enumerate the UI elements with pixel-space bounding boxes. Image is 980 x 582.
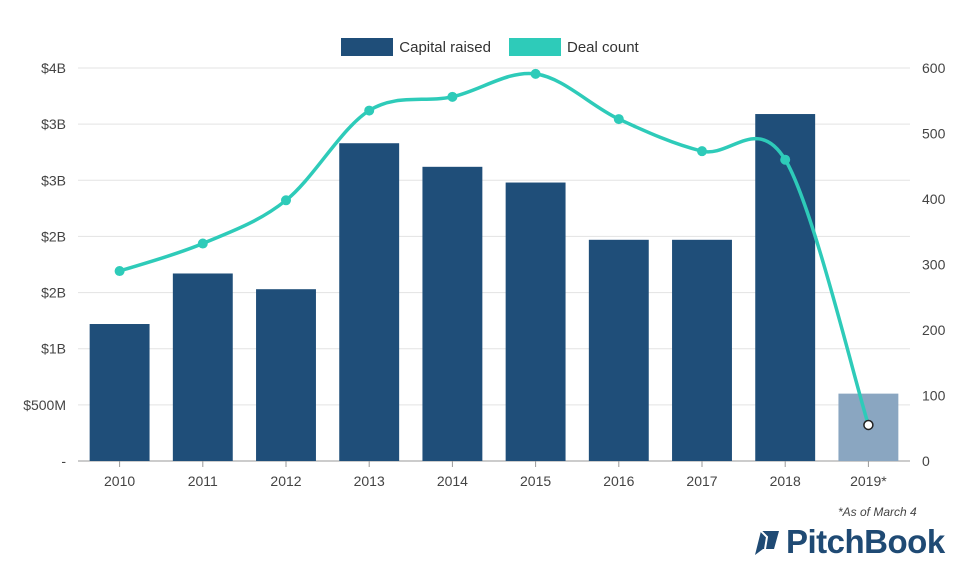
x-tick-label: 2010 xyxy=(104,473,135,489)
x-tick-label: 2012 xyxy=(270,473,301,489)
y-tick-left: $3B xyxy=(41,172,66,188)
pitchbook-logo: PitchBook xyxy=(752,520,945,564)
y-tick-right: 400 xyxy=(922,191,946,207)
y-tick-left: $500M xyxy=(23,397,66,413)
legend: Capital raised Deal count xyxy=(0,38,980,56)
y-tick-left: $2B xyxy=(41,285,66,301)
y-tick-left: $1B xyxy=(41,341,66,357)
footnote: *As of March 4 xyxy=(838,505,917,519)
x-tick-label: 2017 xyxy=(686,473,717,489)
legend-label-capital-raised: Capital raised xyxy=(399,38,491,56)
x-tick-label: 2019* xyxy=(850,473,887,489)
bar-capital-raised xyxy=(505,182,566,461)
point-deal-count xyxy=(613,114,624,125)
legend-swatch-capital-raised xyxy=(341,38,394,56)
x-tick-label: 2018 xyxy=(770,473,801,489)
y-tick-right: 300 xyxy=(922,257,946,273)
legend-item-deal-count[interactable]: Deal count xyxy=(509,38,639,56)
x-tick-label: 2016 xyxy=(603,473,634,489)
point-deal-count xyxy=(197,238,208,249)
point-deal-count xyxy=(697,146,707,157)
bar-capital-raised xyxy=(256,289,316,461)
bar-capital-raised xyxy=(172,273,233,461)
legend-swatch-deal-count xyxy=(509,38,561,56)
y-tick-left: $2B xyxy=(41,228,66,244)
y-tick-left: $3B xyxy=(41,116,66,132)
bar-capital-raised xyxy=(755,114,816,461)
y-tick-right: 100 xyxy=(922,388,946,404)
point-deal-count xyxy=(364,105,375,116)
bar-capital-raised xyxy=(89,324,150,461)
point-deal-count xyxy=(114,266,125,277)
bar-capital-raised xyxy=(588,239,649,461)
legend-item-capital-raised[interactable]: Capital raised xyxy=(341,38,491,56)
y-tick-right: 200 xyxy=(922,322,946,338)
point-deal-count xyxy=(447,91,458,102)
x-tick-label: 2013 xyxy=(354,473,385,489)
pitchbook-logo-icon xyxy=(755,530,779,555)
point-deal-count xyxy=(863,419,874,431)
bar-capital-raised xyxy=(672,239,732,461)
y-tick-left: $4B xyxy=(41,60,66,76)
x-tick-label: 2014 xyxy=(437,473,468,489)
y-tick-left: - xyxy=(61,453,66,469)
point-deal-count xyxy=(530,68,541,79)
x-tick-label: 2015 xyxy=(520,473,551,489)
bar-capital-raised xyxy=(339,143,400,461)
y-tick-right: 600 xyxy=(922,60,946,76)
point-deal-count xyxy=(780,154,791,165)
y-tick-right: 0 xyxy=(922,453,930,469)
point-deal-count xyxy=(281,195,291,206)
x-tick-label: 2011 xyxy=(188,473,218,489)
y-tick-right: 500 xyxy=(922,126,946,142)
pitchbook-logo-text: PitchBook xyxy=(786,523,945,560)
legend-label-deal-count: Deal count xyxy=(567,38,639,56)
bar-capital-raised xyxy=(422,166,483,461)
